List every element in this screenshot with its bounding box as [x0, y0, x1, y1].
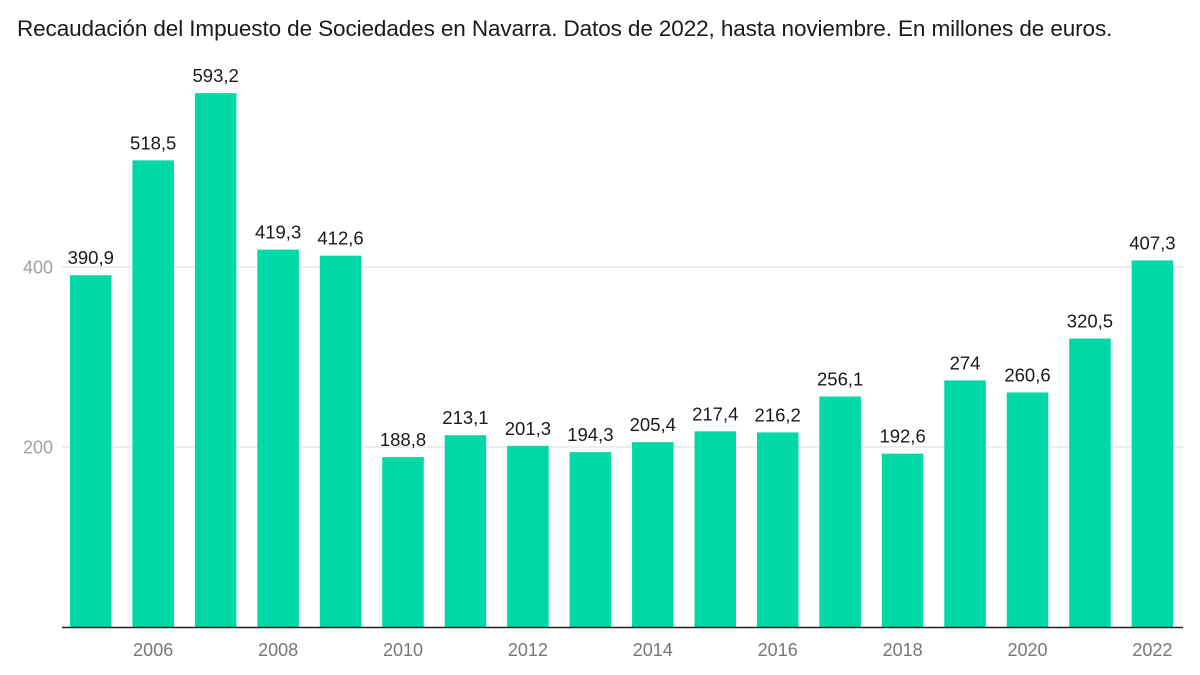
- y-tick-label: 200: [23, 438, 53, 458]
- bar-2013: [569, 452, 612, 627]
- data-label-2013: 194,3: [567, 424, 613, 445]
- bars: [70, 93, 1174, 628]
- bar-2012: [507, 445, 549, 627]
- bar-2010: [382, 457, 424, 627]
- bar-2011: [444, 435, 487, 627]
- x-tick-label: 2006: [133, 640, 173, 660]
- x-tick-label: 2014: [633, 640, 673, 660]
- x-tick-label: 2012: [508, 640, 548, 660]
- data-label-2017: 256,1: [817, 369, 863, 390]
- bar-2021: [1069, 338, 1111, 627]
- data-label-2018: 192,6: [879, 426, 925, 447]
- data-label-2008: 419,3: [255, 222, 301, 243]
- x-tick-label: 2022: [1132, 640, 1172, 660]
- y-tick-label: 400: [23, 258, 53, 278]
- bar-2015: [694, 431, 736, 627]
- data-label-2005: 390,9: [68, 247, 114, 268]
- data-label-2007: 593,2: [193, 65, 239, 86]
- data-label-2010: 188,8: [380, 429, 426, 450]
- x-tick-label: 2018: [883, 640, 923, 660]
- data-label-2011: 213,1: [442, 407, 488, 428]
- data-label-2020: 260,6: [1004, 364, 1050, 385]
- x-axis-ticks: 2006 2008 2010 2012 2014 2016 2018 2020 2022: [133, 640, 1172, 660]
- bar-2007: [194, 93, 237, 628]
- chart-title: Recaudación del Impuesto de Sociedades e…: [17, 16, 1113, 41]
- bar-2006: [132, 160, 174, 627]
- data-label-2021: 320,5: [1067, 311, 1113, 332]
- data-label-2014: 205,4: [630, 414, 676, 435]
- bar-2019: [944, 380, 986, 627]
- x-tick-label: 2010: [383, 640, 423, 660]
- data-label-2012: 201,3: [505, 418, 551, 439]
- data-label-2016: 216,2: [755, 404, 801, 425]
- bar-2017: [819, 396, 861, 627]
- bar-2008: [257, 249, 299, 627]
- x-tick-label: 2016: [758, 640, 798, 660]
- x-tick-label: 2020: [1007, 640, 1047, 660]
- data-labels: 390,9 518,5 593,2 419,3 412,6 188,8 213,1 201,3…: [68, 65, 1176, 450]
- bar-2018: [881, 453, 924, 627]
- gridlines: [62, 266, 1183, 448]
- data-label-2006: 518,5: [130, 132, 176, 153]
- data-label-2019: 274: [950, 352, 981, 373]
- data-label-2015: 217,4: [692, 403, 738, 424]
- data-label-2009: 412,6: [317, 228, 363, 249]
- x-tick-label: 2008: [258, 640, 298, 660]
- y-axis-ticks: 200 400: [23, 258, 53, 458]
- bar-2016: [756, 432, 799, 627]
- data-label-2022: 407,3: [1129, 232, 1175, 253]
- bar-2005: [70, 275, 112, 627]
- bar-2009: [319, 255, 362, 627]
- bar-2014: [632, 442, 674, 627]
- bar-2020: [1006, 392, 1049, 627]
- bar-2022: [1131, 260, 1174, 627]
